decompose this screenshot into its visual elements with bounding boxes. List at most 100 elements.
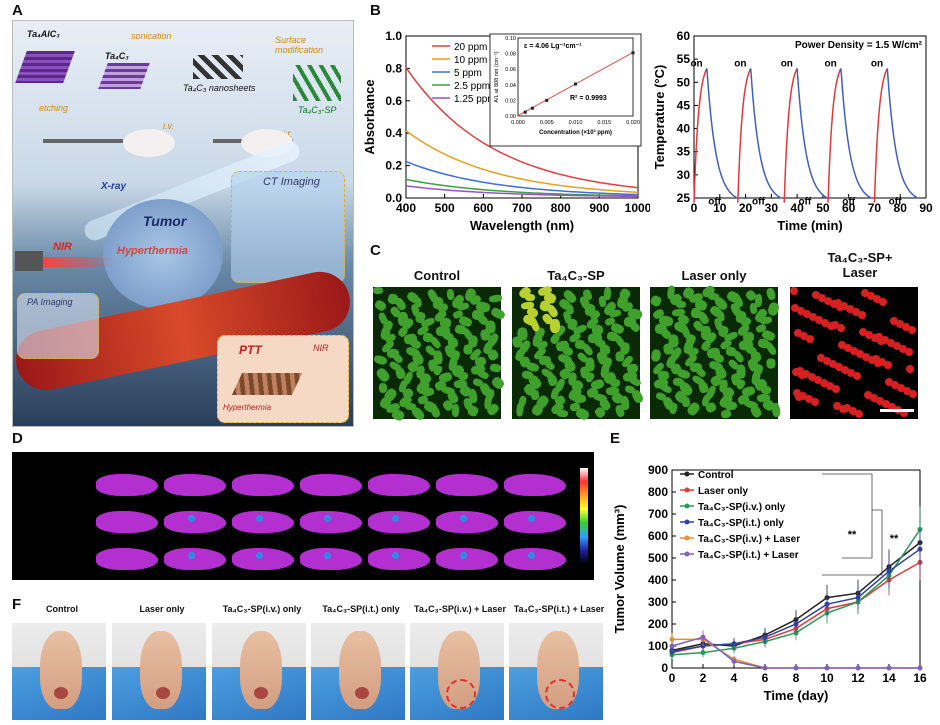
inset-y-tick: 0.02 bbox=[505, 98, 516, 104]
cell bbox=[873, 295, 881, 303]
cell bbox=[877, 337, 885, 345]
off-label: off bbox=[752, 197, 765, 208]
hotspot bbox=[528, 515, 535, 522]
series-line bbox=[405, 160, 639, 196]
cell bbox=[888, 403, 896, 411]
cell bbox=[859, 328, 867, 336]
cell bbox=[809, 313, 817, 321]
legend-label: 20 ppm bbox=[454, 42, 487, 53]
inset-x-tick: 0.020 bbox=[626, 120, 640, 126]
cell bbox=[840, 302, 848, 310]
hotspot bbox=[460, 552, 467, 559]
micro-image-sp-laser bbox=[790, 287, 918, 419]
mouse-photo bbox=[311, 623, 405, 720]
heating-curve bbox=[783, 68, 798, 203]
cell bbox=[909, 390, 917, 398]
label-etching: etching bbox=[39, 103, 69, 113]
y-tick-label: 0.8 bbox=[385, 61, 402, 75]
cell bbox=[453, 379, 468, 389]
cell bbox=[903, 387, 911, 395]
cell bbox=[827, 322, 835, 330]
legend-label: 10 ppm bbox=[454, 55, 487, 66]
cell bbox=[805, 395, 813, 403]
cell bbox=[862, 353, 870, 361]
cooling-curve bbox=[840, 68, 873, 199]
hotspot bbox=[324, 552, 331, 559]
cell bbox=[844, 344, 852, 352]
legend-label: Laser only bbox=[698, 486, 748, 497]
x-tick-label: 900 bbox=[589, 201, 609, 215]
cell bbox=[373, 287, 383, 294]
hotspot bbox=[392, 515, 399, 522]
tumor bbox=[254, 687, 268, 699]
max-phase-stack bbox=[15, 51, 75, 83]
cell bbox=[489, 363, 502, 373]
cell bbox=[867, 292, 875, 300]
mouse-thermal bbox=[164, 511, 226, 533]
y-tick-label: 200 bbox=[648, 617, 668, 631]
cell bbox=[515, 402, 525, 417]
label-iv: i.v. bbox=[163, 121, 174, 131]
label-surface-mod: Surface modification bbox=[275, 35, 324, 55]
y-tick-label: 100 bbox=[648, 639, 668, 653]
data-point bbox=[793, 621, 799, 627]
x-tick-label: 1000 bbox=[625, 201, 650, 215]
cell bbox=[790, 287, 798, 295]
sp-nanosheets bbox=[293, 65, 341, 101]
cell bbox=[837, 324, 845, 332]
cell bbox=[598, 295, 607, 308]
cell bbox=[821, 319, 829, 327]
heating-curve bbox=[737, 68, 752, 203]
legend-label: 1.25 ppm bbox=[454, 94, 496, 105]
cell bbox=[899, 345, 907, 353]
cell bbox=[798, 371, 806, 379]
y-tick-label: 25 bbox=[677, 191, 691, 205]
photo-label: Ta₄C₃-SP(i.v.) + Laser bbox=[414, 604, 506, 614]
y-tick-label: 40 bbox=[677, 122, 691, 136]
cell bbox=[765, 287, 777, 301]
cell bbox=[803, 310, 811, 318]
x-tick-label: 400 bbox=[396, 201, 416, 215]
x-tick-label: 800 bbox=[551, 201, 571, 215]
inset-y-tick: 0.00 bbox=[505, 114, 516, 120]
cell bbox=[847, 369, 855, 377]
cell bbox=[893, 342, 901, 350]
tumor bbox=[355, 687, 369, 699]
pa-imaging-box bbox=[17, 293, 99, 359]
cell bbox=[829, 360, 837, 368]
mouse-thermal bbox=[96, 511, 158, 533]
x-tick-label: 0 bbox=[669, 671, 676, 685]
absorbance-chart: 400 500 600 700 800 900 1000 0.0 0.2 0.4 0.6 0.8 1.0… bbox=[362, 29, 650, 233]
cell bbox=[446, 288, 455, 301]
mouse-thermal bbox=[504, 548, 566, 570]
x-axis-label: Time (day) bbox=[764, 688, 829, 703]
x-tick-label: 2 bbox=[700, 671, 707, 685]
panel-label-d: D bbox=[12, 430, 23, 447]
series-line bbox=[405, 185, 639, 198]
label-tumor: Tumor bbox=[143, 213, 187, 229]
off-label: off bbox=[842, 197, 855, 208]
hotspot bbox=[392, 552, 399, 559]
legend-marker bbox=[684, 535, 690, 541]
x-tick-label: 20 bbox=[739, 201, 753, 215]
photo-label: Control bbox=[46, 604, 78, 614]
series-line bbox=[672, 638, 920, 669]
cell bbox=[672, 377, 685, 387]
inset-x-tick: 0.015 bbox=[597, 120, 611, 126]
on-label: on bbox=[871, 58, 883, 69]
cell bbox=[615, 351, 625, 362]
x-tick-label: 8 bbox=[793, 671, 800, 685]
data-point bbox=[700, 643, 706, 649]
on-label: on bbox=[734, 58, 746, 69]
hotspot bbox=[256, 552, 263, 559]
micro-label-sp-laser: Ta₄C₃-SP+ Laser bbox=[827, 250, 893, 280]
cell bbox=[525, 294, 535, 301]
data-point bbox=[762, 634, 768, 640]
mouse-thermal bbox=[504, 474, 566, 496]
cell bbox=[846, 305, 854, 313]
cell bbox=[799, 392, 807, 400]
mouse-thermal bbox=[436, 474, 498, 496]
inset-y-label: A/L at 808 nm (cm⁻¹) bbox=[494, 51, 500, 102]
cell bbox=[471, 309, 485, 321]
panel-label-c: C bbox=[370, 242, 381, 259]
